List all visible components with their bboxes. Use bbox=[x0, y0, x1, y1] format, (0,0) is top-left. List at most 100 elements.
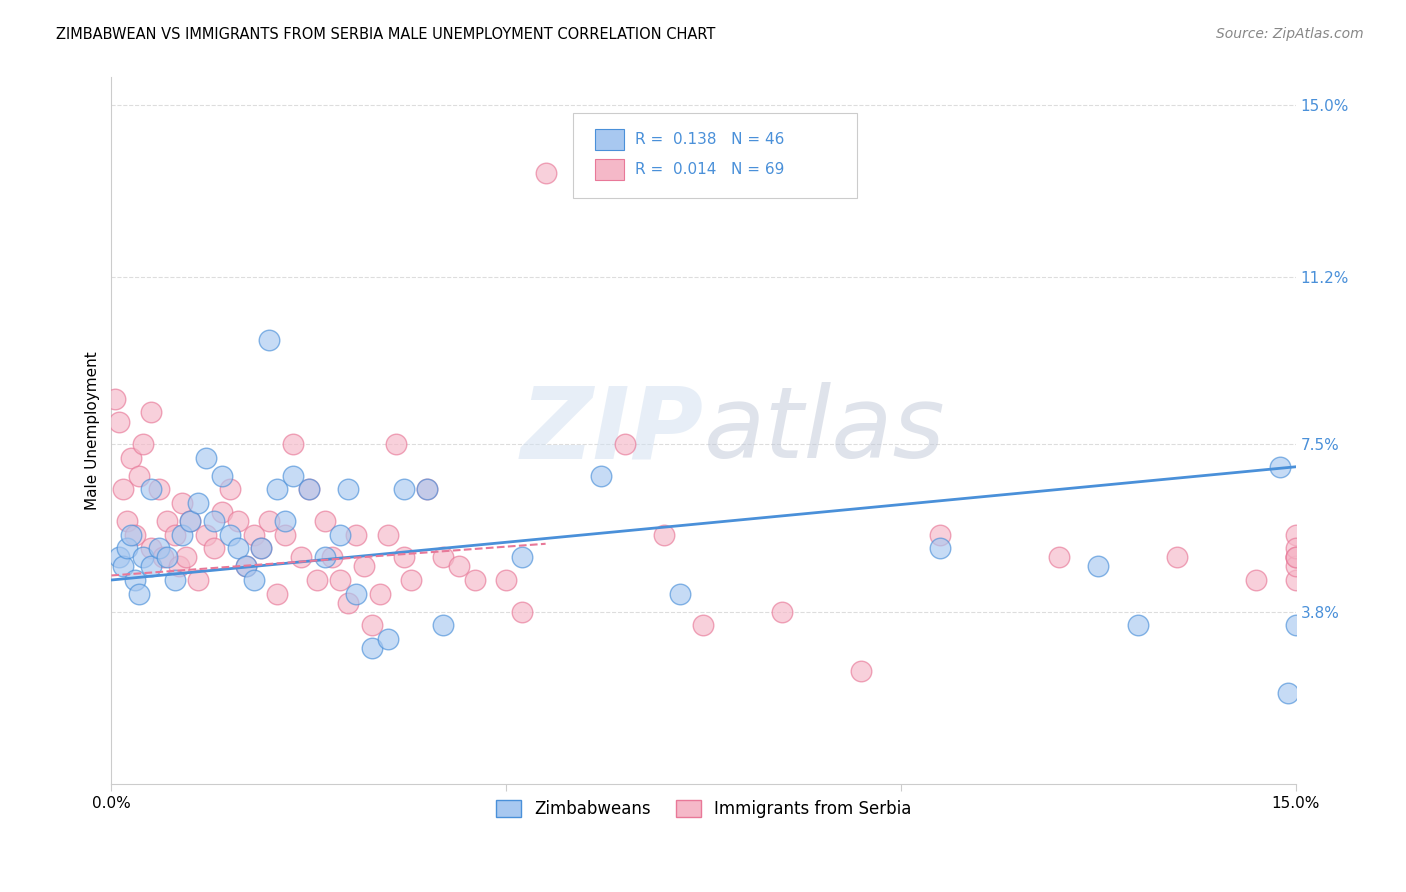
Point bbox=[259, 514, 281, 528]
Point bbox=[124, 527, 146, 541]
Point bbox=[329, 573, 352, 587]
Point bbox=[148, 483, 170, 497]
Point bbox=[163, 527, 186, 541]
Point bbox=[266, 483, 288, 497]
Point bbox=[148, 541, 170, 556]
Point bbox=[202, 541, 225, 556]
Point bbox=[392, 550, 415, 565]
Point bbox=[259, 333, 281, 347]
Point bbox=[1244, 573, 1267, 587]
Point bbox=[392, 483, 415, 497]
Point bbox=[464, 573, 486, 587]
Text: atlas: atlas bbox=[703, 382, 945, 479]
Point bbox=[495, 573, 517, 587]
Point bbox=[368, 586, 391, 600]
Point bbox=[447, 559, 470, 574]
Point bbox=[851, 664, 873, 678]
Text: R =  0.014   N = 69: R = 0.014 N = 69 bbox=[636, 161, 785, 177]
Point bbox=[179, 514, 201, 528]
Point bbox=[242, 573, 264, 587]
Point bbox=[314, 550, 336, 565]
Point bbox=[112, 559, 135, 574]
Point bbox=[281, 437, 304, 451]
Point bbox=[195, 527, 218, 541]
Point bbox=[337, 483, 360, 497]
Bar bbox=[595, 159, 624, 180]
Point bbox=[669, 586, 692, 600]
Point bbox=[1284, 573, 1306, 587]
Point bbox=[321, 550, 343, 565]
Text: ZIMBABWEAN VS IMMIGRANTS FROM SERBIA MALE UNEMPLOYMENT CORRELATION CHART: ZIMBABWEAN VS IMMIGRANTS FROM SERBIA MAL… bbox=[56, 27, 716, 42]
Point bbox=[132, 437, 155, 451]
Point bbox=[172, 496, 194, 510]
Point bbox=[1166, 550, 1188, 565]
Point bbox=[195, 450, 218, 465]
Point bbox=[179, 514, 201, 528]
Point bbox=[510, 550, 533, 565]
Point bbox=[290, 550, 312, 565]
Point bbox=[929, 541, 952, 556]
Point bbox=[1277, 686, 1299, 700]
Point bbox=[1087, 559, 1109, 574]
Point bbox=[167, 559, 190, 574]
Point bbox=[344, 586, 367, 600]
Point bbox=[156, 514, 179, 528]
Point bbox=[305, 573, 328, 587]
Point bbox=[218, 527, 240, 541]
Point bbox=[128, 468, 150, 483]
Point bbox=[115, 541, 138, 556]
Text: R =  0.138   N = 46: R = 0.138 N = 46 bbox=[636, 132, 785, 147]
Point bbox=[108, 415, 131, 429]
Point bbox=[510, 605, 533, 619]
Point bbox=[124, 573, 146, 587]
Point bbox=[1284, 550, 1306, 565]
Point bbox=[211, 468, 233, 483]
Point bbox=[589, 468, 612, 483]
Point bbox=[187, 496, 209, 510]
Point bbox=[384, 437, 406, 451]
Point bbox=[226, 514, 249, 528]
Point bbox=[120, 527, 142, 541]
Point bbox=[1047, 550, 1070, 565]
Point bbox=[1268, 459, 1291, 474]
Point bbox=[377, 632, 399, 646]
Point bbox=[187, 573, 209, 587]
Point bbox=[401, 573, 423, 587]
Point bbox=[929, 527, 952, 541]
Point bbox=[235, 559, 257, 574]
Point bbox=[120, 450, 142, 465]
Point bbox=[235, 559, 257, 574]
Point bbox=[218, 483, 240, 497]
Point bbox=[128, 586, 150, 600]
Point bbox=[314, 514, 336, 528]
Point bbox=[652, 527, 675, 541]
Point bbox=[1284, 559, 1306, 574]
Point bbox=[274, 514, 297, 528]
Point bbox=[298, 483, 321, 497]
Point bbox=[139, 405, 162, 419]
Point bbox=[176, 550, 198, 565]
Point bbox=[139, 559, 162, 574]
Point bbox=[132, 550, 155, 565]
Point bbox=[353, 559, 375, 574]
Point bbox=[772, 605, 794, 619]
Point bbox=[115, 514, 138, 528]
Point bbox=[1284, 550, 1306, 565]
Point bbox=[432, 550, 454, 565]
Text: ZIP: ZIP bbox=[520, 382, 703, 479]
Point bbox=[344, 527, 367, 541]
Y-axis label: Male Unemployment: Male Unemployment bbox=[86, 351, 100, 510]
Point bbox=[337, 596, 360, 610]
Point bbox=[534, 165, 557, 179]
Point bbox=[692, 618, 714, 632]
Point bbox=[377, 527, 399, 541]
Point bbox=[156, 550, 179, 565]
FancyBboxPatch shape bbox=[574, 112, 858, 197]
Point bbox=[1284, 618, 1306, 632]
Text: Source: ZipAtlas.com: Source: ZipAtlas.com bbox=[1216, 27, 1364, 41]
Point bbox=[1126, 618, 1149, 632]
Bar bbox=[595, 129, 624, 150]
Point bbox=[211, 505, 233, 519]
Point bbox=[1284, 550, 1306, 565]
Point bbox=[1284, 541, 1306, 556]
